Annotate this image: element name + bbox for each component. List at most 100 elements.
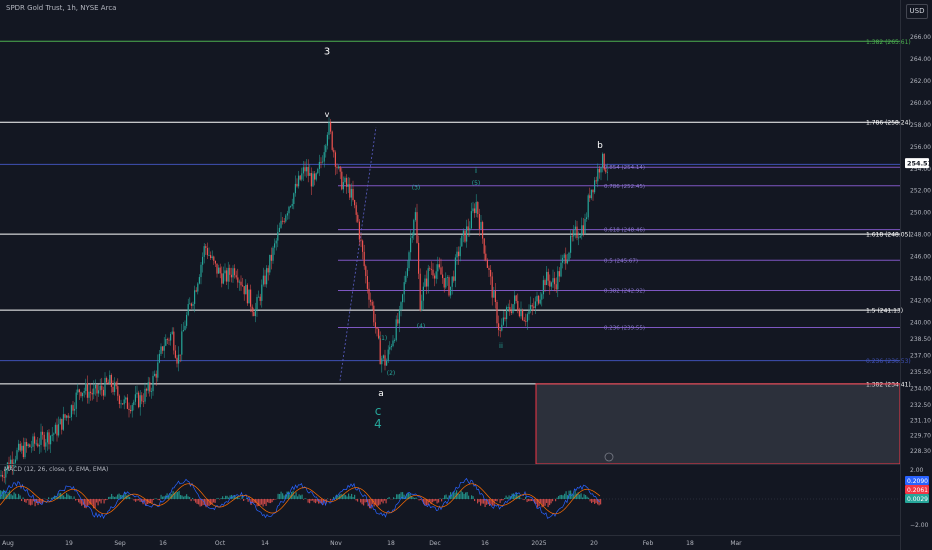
panel-separator[interactable] xyxy=(0,464,900,465)
macd-histogram-bar xyxy=(133,499,135,501)
candle-body xyxy=(27,444,29,447)
macd-histogram-bar xyxy=(187,496,189,499)
wave-label: c xyxy=(375,404,382,418)
macd-histogram-bar xyxy=(24,499,26,502)
candles-layer xyxy=(0,117,608,485)
candle-body xyxy=(480,222,482,229)
candle-body xyxy=(384,355,386,366)
dashed-trendline[interactable] xyxy=(339,126,377,381)
candle-body xyxy=(333,149,335,153)
price-tick-label: 252.00 xyxy=(910,188,931,195)
candle-body xyxy=(18,443,20,451)
macd-histogram-bar xyxy=(136,499,138,501)
candle-body xyxy=(598,168,600,173)
price-tick-label: 260.00 xyxy=(910,100,931,107)
time-tick-label: Nov xyxy=(330,540,342,547)
target-box[interactable] xyxy=(535,383,901,465)
macd-histogram-bar xyxy=(394,498,396,499)
candle-body xyxy=(470,211,472,229)
macd-line xyxy=(0,477,601,520)
candle-body xyxy=(317,168,319,174)
candle-body xyxy=(29,444,31,448)
candle-body xyxy=(450,286,452,296)
macd-histogram-bar xyxy=(339,494,341,499)
macd-histogram-bar xyxy=(490,499,492,505)
macd-indicator-label[interactable]: MACD (12, 26, close, 9, EMA, EMA) xyxy=(4,466,109,473)
macd-histogram-bar xyxy=(61,494,63,499)
macd-tick-label: −2.00 xyxy=(910,522,929,529)
candle-body xyxy=(163,345,165,351)
candle-body xyxy=(291,204,293,207)
candle-body xyxy=(438,264,440,268)
candle-body xyxy=(566,259,568,264)
candle-body xyxy=(461,235,463,247)
candle-body xyxy=(338,166,340,169)
macd-histogram-bar xyxy=(265,499,267,506)
macd-histogram-bar xyxy=(243,499,245,501)
candle-body xyxy=(117,386,119,396)
candle-body xyxy=(45,442,47,447)
candle-body xyxy=(586,217,588,219)
candle-body xyxy=(259,296,261,301)
candle-body xyxy=(186,314,188,326)
macd-histogram-bar xyxy=(199,499,201,507)
macd-histogram-bar xyxy=(529,499,531,502)
candle-body xyxy=(216,263,218,274)
candle-body xyxy=(270,254,272,261)
macd-histogram-bar xyxy=(384,499,386,501)
macd-histogram-bar xyxy=(438,499,440,503)
macd-histogram-bar xyxy=(135,499,137,502)
candle-body xyxy=(285,215,287,222)
macd-histogram-bar xyxy=(178,490,180,499)
macd-histogram-bar xyxy=(403,494,405,499)
macd-histogram-bar xyxy=(513,493,515,499)
macd-histogram-bar xyxy=(58,493,60,499)
macd-histogram-bar xyxy=(412,497,414,499)
candle-body xyxy=(202,256,204,265)
macd-histogram-bar xyxy=(316,499,318,502)
price-tick-label: 246.00 xyxy=(910,254,931,261)
macd-histogram-bar xyxy=(448,495,450,499)
macd-histogram-bar xyxy=(162,496,164,499)
candle-body xyxy=(86,383,88,398)
candle-body xyxy=(26,442,28,447)
candle-body xyxy=(218,267,220,274)
macd-histogram-bar xyxy=(349,496,351,499)
candle-body xyxy=(24,442,26,458)
macd-histogram-bar xyxy=(573,494,575,499)
candle-body xyxy=(568,252,570,260)
macd-histogram-bar xyxy=(192,497,194,499)
candle-body xyxy=(584,218,586,234)
macd-histogram-bar xyxy=(574,490,576,499)
candle-body xyxy=(328,122,330,135)
candle-body xyxy=(422,286,424,301)
currency-button[interactable]: USD xyxy=(906,4,928,19)
lightning-icon[interactable] xyxy=(604,452,614,462)
macd-histogram-bar xyxy=(385,499,387,504)
time-tick-label: Sep xyxy=(114,540,126,547)
candle-body xyxy=(310,173,312,187)
macd-histogram-bar xyxy=(159,499,161,501)
macd-histogram-bar xyxy=(577,492,579,499)
macd-histogram-bar xyxy=(147,499,149,505)
candle-body xyxy=(238,281,240,283)
macd-histogram-bar xyxy=(585,495,587,499)
macd-histogram-bar xyxy=(264,499,266,505)
candle-body xyxy=(458,251,460,257)
candle-body xyxy=(318,161,320,169)
candle-body xyxy=(517,300,519,311)
candle-body xyxy=(275,240,277,244)
macd-histogram-bar xyxy=(547,499,549,508)
candle-body xyxy=(547,271,549,281)
macd-histogram-bar xyxy=(252,499,254,503)
macd-histogram-bar xyxy=(432,499,434,503)
candle-body xyxy=(162,346,164,351)
macd-histogram-bar xyxy=(229,495,231,499)
wave-label: ii xyxy=(499,342,503,350)
macd-histogram-bar xyxy=(474,499,476,502)
candle-body xyxy=(165,339,167,346)
macd-value-label: 0.2090 xyxy=(907,478,928,485)
retracement-label: 0.382 (242.92) xyxy=(604,288,645,294)
candle-body xyxy=(472,208,474,212)
